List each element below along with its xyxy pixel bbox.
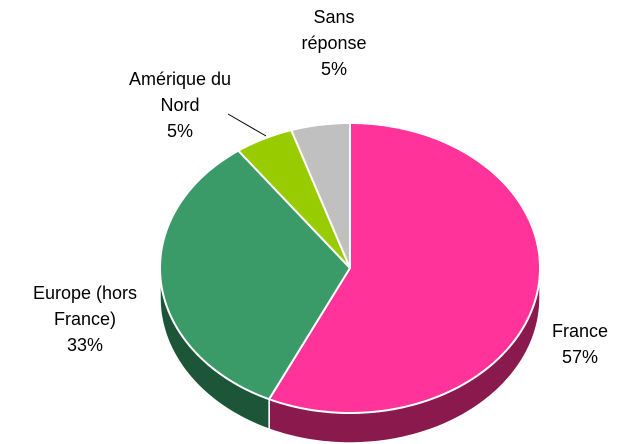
slice	[267, 121, 542, 415]
slice-label: France 57%	[535, 318, 625, 370]
slice-label: Europe (hors France) 33%	[5, 280, 165, 358]
slice	[236, 128, 351, 269]
category-label: France	[551, 321, 609, 341]
category-label: Amérique du Nord	[128, 69, 232, 115]
leader-line	[227, 113, 267, 137]
value-label: 57%	[561, 347, 599, 367]
value-label: 33%	[66, 335, 104, 355]
slice-label: Sans réponse 5%	[279, 4, 389, 82]
category-label: Europe (hors France)	[32, 283, 138, 329]
slice	[158, 149, 352, 401]
value-label: 5%	[320, 59, 347, 79]
value-label: 5%	[166, 121, 193, 141]
category-label: Sans réponse	[301, 7, 367, 53]
slice-label: Amérique du Nord 5%	[120, 66, 240, 144]
slice	[289, 121, 351, 269]
